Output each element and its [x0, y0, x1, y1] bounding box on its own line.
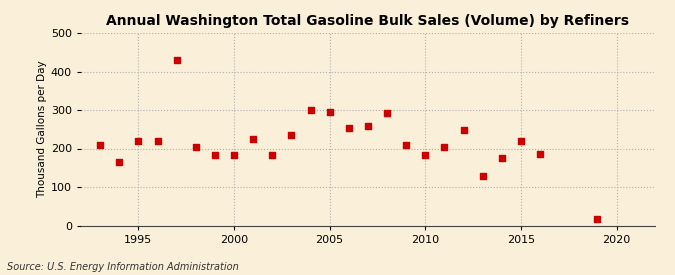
Point	[171, 58, 182, 62]
Point	[114, 160, 125, 164]
Point	[267, 153, 277, 157]
Point	[458, 128, 469, 133]
Point	[229, 153, 240, 157]
Point	[152, 139, 163, 143]
Text: Source: U.S. Energy Information Administration: Source: U.S. Energy Information Administ…	[7, 262, 238, 272]
Point	[401, 142, 412, 147]
Point	[305, 108, 316, 112]
Point	[477, 174, 488, 178]
Point	[248, 137, 259, 141]
Point	[535, 152, 545, 156]
Point	[133, 139, 144, 143]
Point	[439, 144, 450, 149]
Point	[516, 139, 526, 143]
Point	[324, 110, 335, 114]
Point	[95, 142, 105, 147]
Point	[344, 126, 354, 130]
Point	[286, 133, 297, 137]
Point	[592, 216, 603, 221]
Point	[362, 124, 373, 128]
Point	[190, 144, 201, 149]
Point	[381, 111, 392, 115]
Y-axis label: Thousand Gallons per Day: Thousand Gallons per Day	[36, 60, 47, 198]
Point	[420, 153, 431, 157]
Title: Annual Washington Total Gasoline Bulk Sales (Volume) by Refiners: Annual Washington Total Gasoline Bulk Sa…	[107, 14, 629, 28]
Point	[496, 156, 507, 160]
Point	[209, 153, 220, 157]
